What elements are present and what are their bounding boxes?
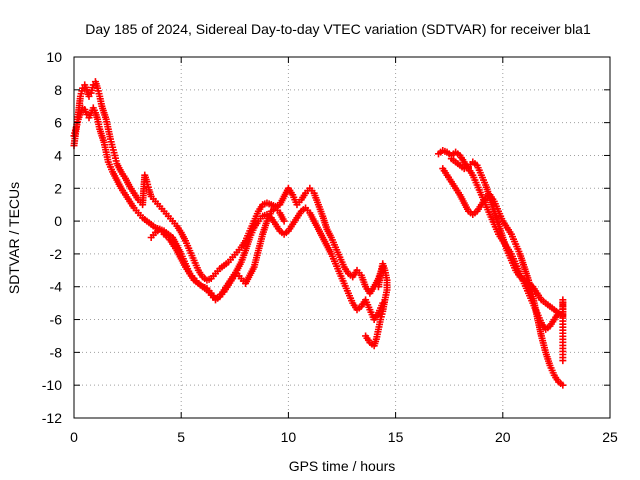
y-tick-label: 10: [46, 49, 62, 65]
axis-ticks: 0 5 10 15 20 25 -12 -10 -8 -6 -4 -2 0 2 4 6 8 10: [42, 49, 618, 445]
y-tick-label: -2: [50, 246, 63, 262]
series-track-d: [362, 260, 391, 350]
chart-title: Day 185 of 2024, Sidereal Day-to-day VTE…: [85, 21, 591, 37]
y-tick-label: 6: [54, 115, 62, 131]
data-point: [559, 381, 567, 389]
y-tick-label: -4: [50, 279, 63, 295]
y-tick-label: 0: [54, 213, 62, 229]
y-tick-label: 4: [54, 147, 62, 163]
y-tick-label: -10: [42, 377, 62, 393]
grid: [74, 57, 610, 418]
data-point: [559, 357, 567, 365]
x-tick-label: 15: [388, 429, 404, 445]
series-track-e: [434, 147, 563, 333]
y-axis-label: SDTVAR / TECUs: [6, 182, 22, 294]
data-point: [280, 217, 288, 225]
x-tick-label: 0: [70, 429, 78, 445]
series-track-c: [147, 204, 288, 304]
x-tick-label: 25: [602, 429, 618, 445]
x-tick-label: 20: [495, 429, 511, 445]
y-tick-label: -12: [42, 410, 62, 426]
plot-frame: [73, 56, 611, 419]
y-tick-label: 8: [54, 82, 62, 98]
x-axis-label: GPS time / hours: [289, 458, 396, 474]
y-tick-label: -8: [50, 344, 63, 360]
series-track-f: [439, 165, 567, 389]
x-tick-label: 5: [177, 429, 185, 445]
data-point: [374, 283, 382, 291]
x-tick-label: 10: [281, 429, 297, 445]
data-points: [70, 78, 567, 389]
series-track-g: [447, 155, 567, 365]
y-tick-label: -6: [50, 312, 63, 328]
y-tick-label: 2: [54, 180, 62, 196]
